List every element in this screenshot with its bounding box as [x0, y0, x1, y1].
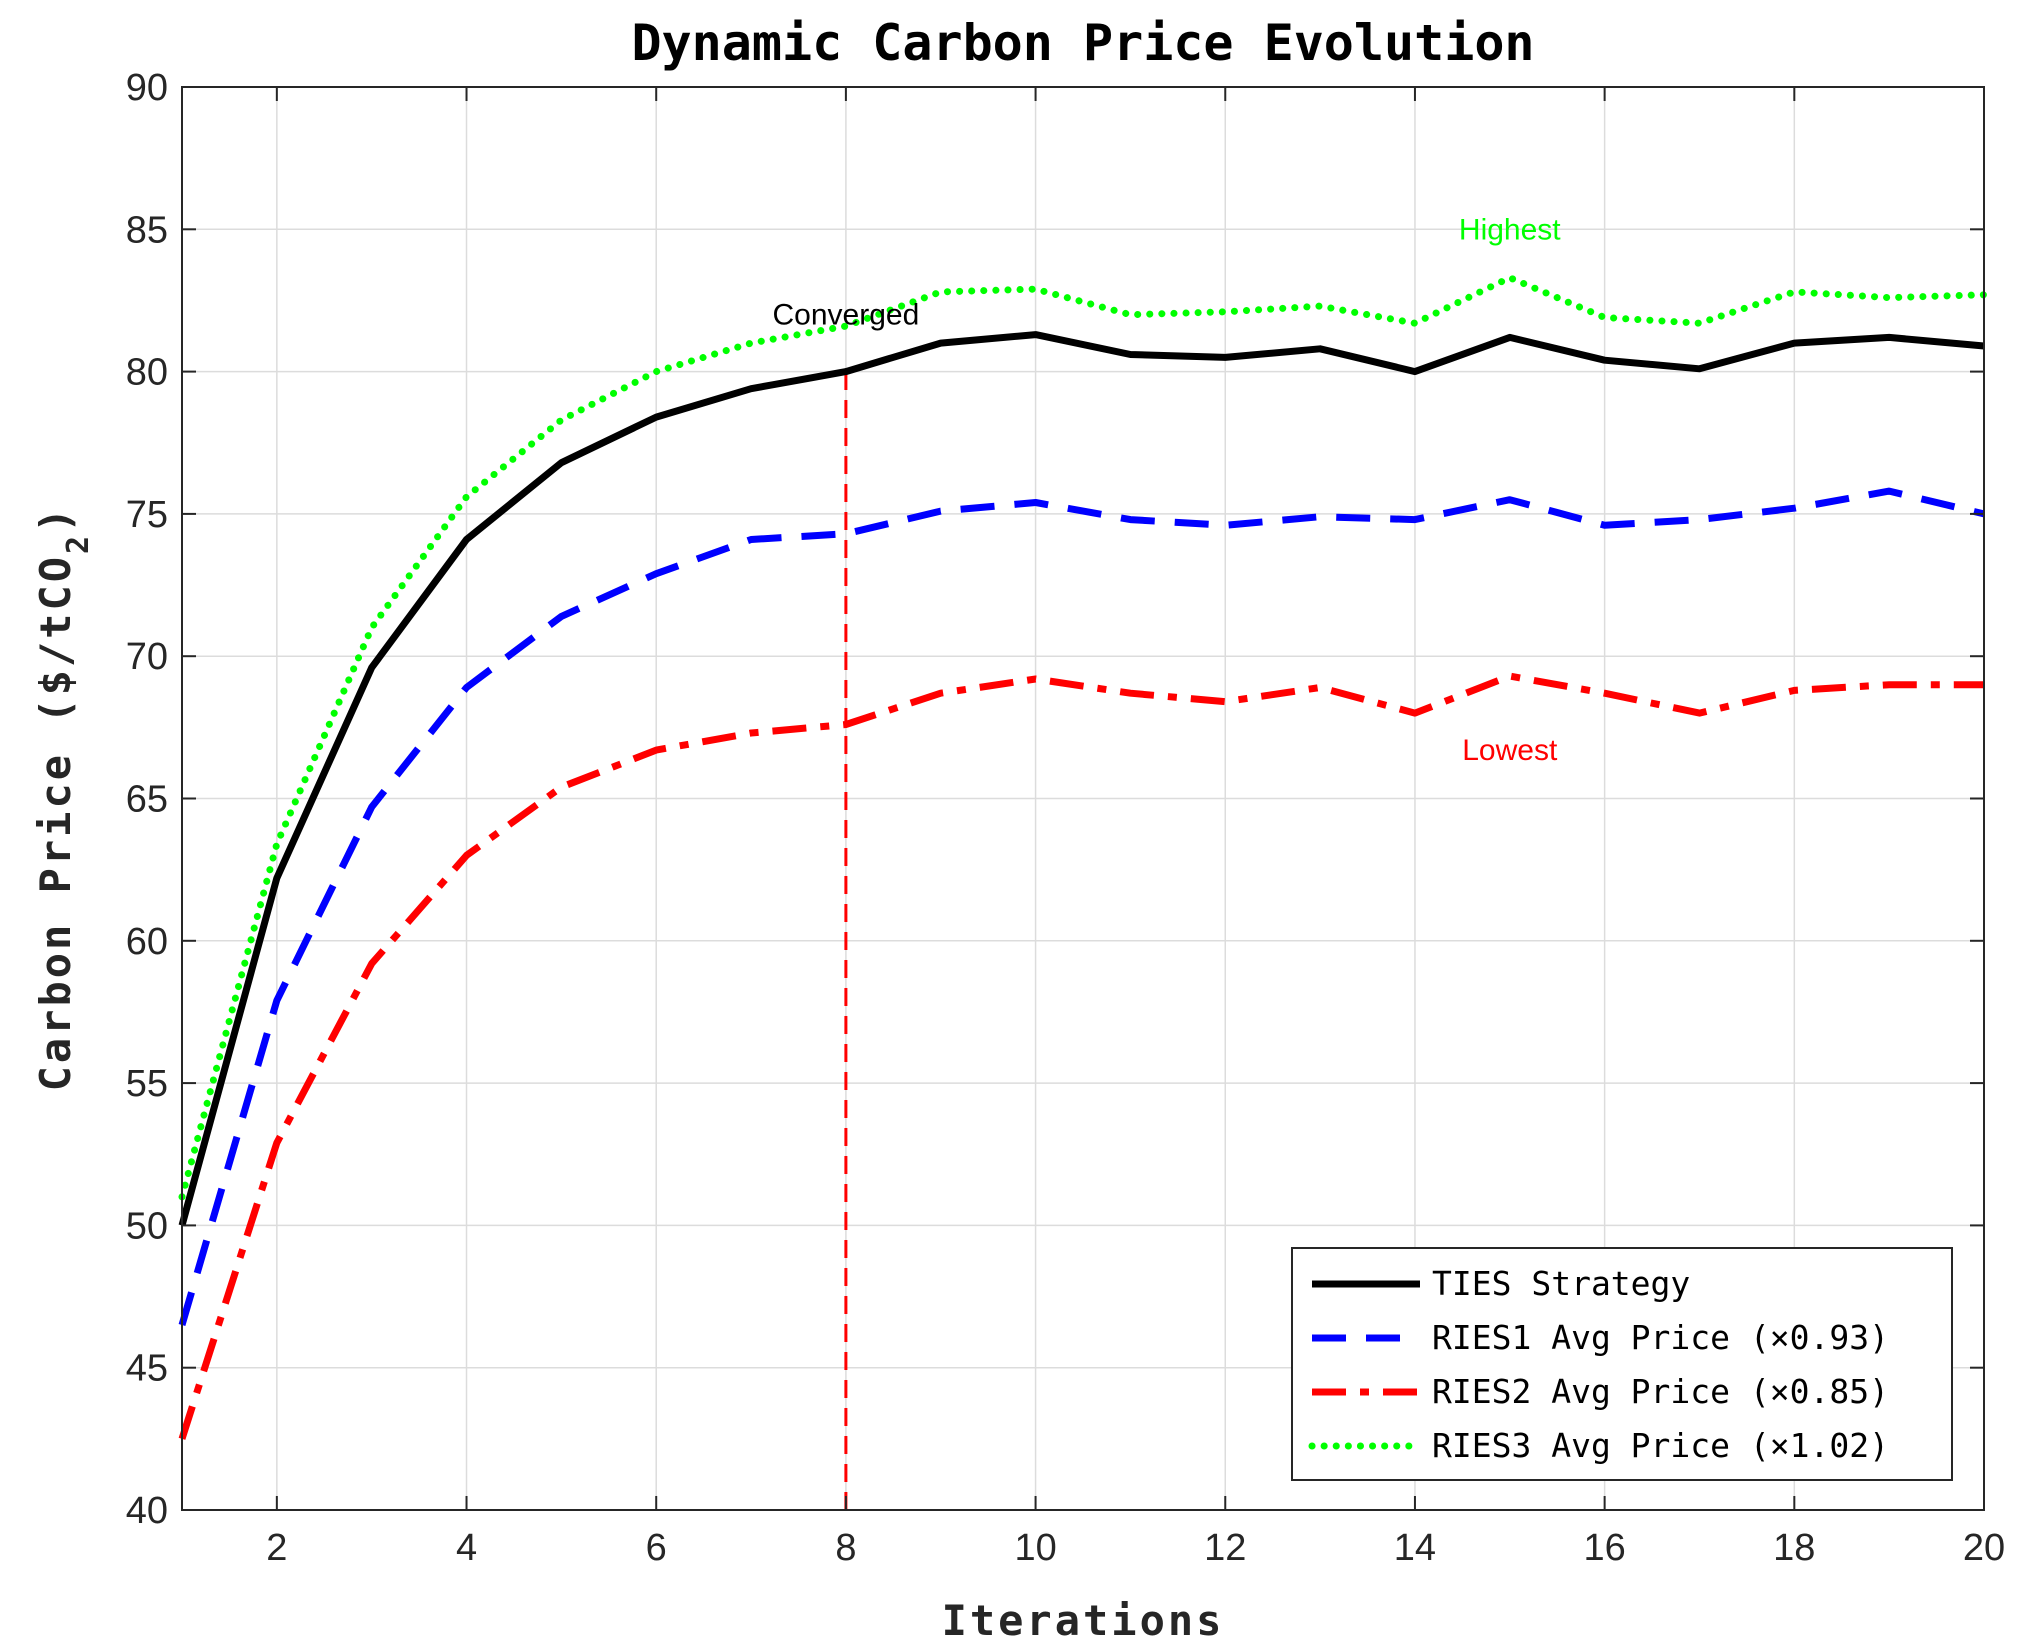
- y-tick-label-45: 45: [126, 1348, 168, 1390]
- y-tick-label-55: 55: [126, 1063, 168, 1105]
- y-axis-label-close: ): [31, 505, 80, 533]
- y-tick-label-40: 40: [126, 1490, 168, 1532]
- axis-ticks: 2 4 6 8 10 12 14 16 18 20 40 45 50 55 60 65 70 75 80 85 90: [126, 67, 2005, 1569]
- annotations: Converged Highest Lowest: [773, 213, 1562, 767]
- series-line-2: [178, 487, 1985, 1326]
- x-tick-label-20: 20: [1963, 1527, 2005, 1569]
- series-line-4: [178, 274, 1988, 1201]
- x-tick-label-14: 14: [1394, 1527, 1436, 1569]
- legend-label-3: RIES2 Avg Price (×0.85): [1432, 1372, 1889, 1411]
- legend-label-1: TIES Strategy: [1432, 1264, 1690, 1303]
- annotation-lowest: Lowest: [1462, 734, 1558, 767]
- chart-title: Dynamic Carbon Price Evolution: [631, 14, 1534, 72]
- x-tick-label-18: 18: [1773, 1527, 1815, 1569]
- legend-label-4: RIES3 Avg Price (×1.02): [1432, 1426, 1889, 1465]
- y-tick-label-50: 50: [126, 1205, 168, 1247]
- x-tick-label-4: 4: [456, 1527, 477, 1569]
- x-axis-label: Iterations: [942, 1596, 1225, 1645]
- x-tick-label-6: 6: [646, 1527, 667, 1569]
- y-tick-label-75: 75: [126, 494, 168, 536]
- x-tick-label-16: 16: [1583, 1527, 1625, 1569]
- y-axis-label-subscript: 2: [61, 533, 96, 554]
- x-tick-label-2: 2: [266, 1527, 287, 1569]
- legend: TIES Strategy RIES1 Avg Price (×0.93) RIES…: [1291, 1247, 1953, 1481]
- y-tick-label-90: 90: [126, 67, 168, 109]
- x-tick-label-10: 10: [1014, 1527, 1056, 1569]
- legend-label-2: RIES1 Avg Price (×0.93): [1432, 1318, 1889, 1357]
- annotation-highest: Highest: [1459, 213, 1561, 246]
- y-tick-label-80: 80: [126, 352, 168, 394]
- x-tick-label-8: 8: [835, 1527, 856, 1569]
- y-tick-label-65: 65: [126, 779, 168, 821]
- y-axis-label: Carbon Price ($/tCO2): [31, 505, 96, 1092]
- y-axis-label-main: Carbon Price ($/tCO: [31, 554, 80, 1091]
- data-series: [178, 274, 1988, 1440]
- y-tick-label-85: 85: [126, 209, 168, 251]
- series-line-1: [178, 331, 1985, 1227]
- y-tick-label-70: 70: [126, 636, 168, 678]
- y-tick-label-60: 60: [126, 921, 168, 963]
- x-tick-label-12: 12: [1204, 1527, 1246, 1569]
- annotation-converged: Converged: [773, 299, 920, 332]
- series-line-3: [178, 672, 1984, 1440]
